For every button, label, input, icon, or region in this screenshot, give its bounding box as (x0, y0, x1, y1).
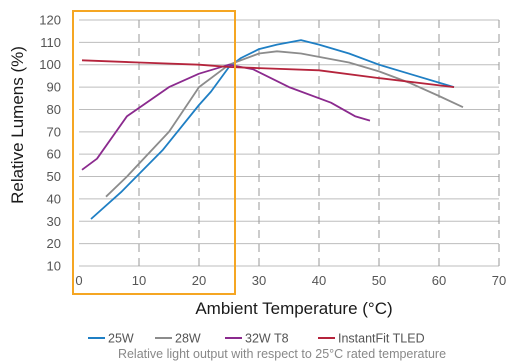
series-line-32w-t8 (81, 63, 371, 171)
y-tick-label: 20 (47, 236, 61, 251)
series-line-instantfit-tled (81, 59, 455, 88)
y-tick-label: 50 (47, 169, 61, 184)
highlight-box (72, 10, 236, 295)
x-tick-label: 70 (492, 273, 506, 288)
x-tick-labels: 0 10 20 30 40 50 60 70 (75, 273, 506, 288)
series-line-25w (90, 39, 455, 220)
y-tick-label: 80 (47, 102, 61, 117)
y-tick-label: 40 (47, 191, 61, 206)
y-tick-label: 30 (47, 214, 61, 229)
x-tick-label: 60 (432, 273, 446, 288)
y-tick-label: 110 (40, 35, 61, 50)
legend-label: 25W (108, 332, 134, 346)
x-tick-label: 50 (372, 273, 386, 288)
y-tick-label: 100 (39, 57, 61, 72)
legend: 25W 28W 32W T8 InstantFit TLED (88, 332, 425, 346)
x-axis-title: Ambient Temperature (°C) (195, 299, 392, 318)
x-tick-label: 30 (252, 273, 266, 288)
x-tick-label: 0 (75, 273, 82, 288)
x-tick-label: 20 (192, 273, 206, 288)
y-tick-label: 90 (47, 80, 61, 95)
legend-label: 32W T8 (245, 332, 289, 346)
y-axis-title: Relative Lumens (%) (8, 46, 27, 204)
y-tick-labels: 10 20 30 40 50 60 70 80 90 100 110 120 (39, 13, 61, 274)
y-tick-label: 120 (39, 13, 61, 28)
legend-label: InstantFit TLED (338, 332, 425, 346)
series-lines (81, 39, 464, 220)
chart-caption: Relative light output with respect to 25… (118, 347, 446, 361)
x-tick-label: 10 (132, 273, 146, 288)
legend-label: 28W (175, 332, 201, 346)
y-tick-label: 70 (47, 124, 61, 139)
x-tick-label: 40 (312, 273, 326, 288)
y-tick-label: 10 (47, 259, 61, 274)
y-tick-label: 60 (47, 147, 61, 162)
